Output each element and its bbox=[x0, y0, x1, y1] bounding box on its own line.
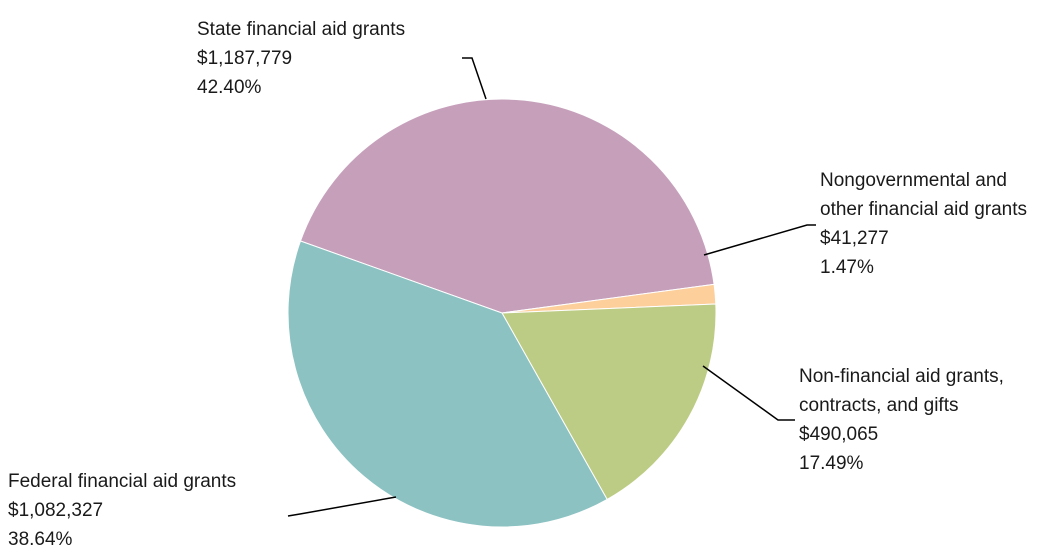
label-state-percent: 42.40% bbox=[197, 77, 262, 98]
leader-lines bbox=[287, 57, 816, 517]
leader-state bbox=[462, 57, 487, 100]
label-federal-name: Federal financial aid grants bbox=[8, 471, 236, 492]
label-state-name: State financial aid grants bbox=[197, 19, 405, 40]
label-nongov-value: $41,277 bbox=[820, 228, 889, 249]
slice-federal bbox=[287, 240, 608, 528]
label-nonfinancial-name-line2: contracts, and gifts bbox=[799, 395, 958, 416]
label-nonfinancial-value: $490,065 bbox=[799, 424, 878, 445]
slice-state bbox=[299, 98, 715, 314]
label-federal-percent: 38.64% bbox=[8, 529, 73, 550]
label-nonfinancial-percent: 17.49% bbox=[799, 453, 864, 474]
slice-non-financial bbox=[501, 303, 717, 501]
label-state-value: $1,187,779 bbox=[197, 48, 292, 69]
pie-slices bbox=[287, 98, 717, 528]
label-nongov-name-line1: Nongovernmental and bbox=[820, 170, 1007, 191]
label-federal-value: $1,082,327 bbox=[8, 500, 103, 521]
label-nongov-name-line2: other financial aid grants bbox=[820, 199, 1027, 220]
leader-non-financial bbox=[702, 365, 795, 421]
leader-nongovernmental bbox=[703, 224, 816, 256]
leader-federal bbox=[287, 496, 397, 517]
label-nongov-percent: 1.47% bbox=[820, 257, 874, 278]
label-nonfinancial-name-line1: Non-financial aid grants, bbox=[799, 366, 1004, 387]
